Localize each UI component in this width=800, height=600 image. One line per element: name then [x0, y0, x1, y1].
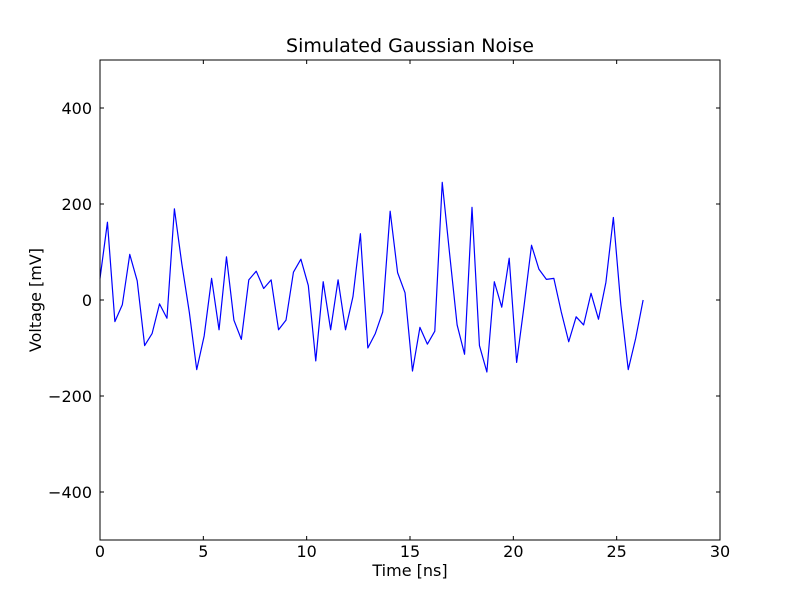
- x-tick-label: 25: [606, 542, 626, 561]
- x-axis-label: Time [ns]: [371, 561, 447, 580]
- series-line-0: [99, 181, 644, 373]
- axis-ticks: 0 5 10 15 20 25 30 −400 −200 0 200 400: [48, 60, 730, 561]
- plot-area: [99, 181, 644, 373]
- y-tick-label: −400: [48, 483, 92, 502]
- y-axis-label: Voltage [mV]: [26, 248, 45, 352]
- x-tick-label: 10: [296, 542, 316, 561]
- x-tick-label: 5: [198, 542, 208, 561]
- y-tick-label: 400: [61, 99, 92, 118]
- chart-title: Simulated Gaussian Noise: [286, 35, 534, 57]
- x-tick-label: 0: [95, 542, 105, 561]
- x-tick-label: 30: [710, 542, 730, 561]
- x-tick-label: 20: [503, 542, 523, 561]
- plot-frame: [99, 59, 721, 541]
- y-tick-label: −200: [48, 387, 92, 406]
- y-tick-label: 0: [82, 291, 92, 310]
- y-tick-label: 200: [61, 195, 92, 214]
- x-tick-label: 15: [400, 542, 420, 561]
